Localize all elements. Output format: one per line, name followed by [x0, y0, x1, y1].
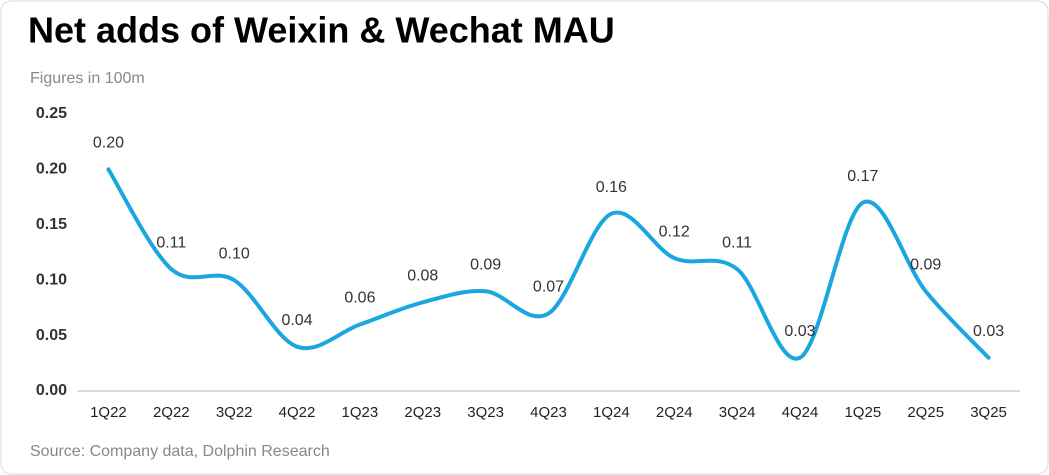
y-tick-label: 0.20	[36, 161, 67, 178]
data-label: 0.04	[281, 312, 312, 329]
source: Source: Company data, Dolphin Research	[30, 443, 330, 460]
data-label: 0.07	[533, 279, 564, 296]
x-tick-label: 3Q22	[216, 404, 253, 421]
x-tick-label: 1Q25	[844, 404, 881, 421]
data-label: 0.06	[344, 290, 375, 307]
data-label: 0.16	[596, 179, 627, 196]
x-tick-label: 1Q22	[90, 404, 127, 421]
data-label: 0.12	[659, 223, 690, 240]
x-tick-label: 3Q24	[719, 404, 756, 421]
x-tick-label: 2Q22	[153, 404, 190, 421]
x-tick-label: 3Q25	[970, 404, 1007, 421]
x-tick-label: 4Q22	[279, 404, 316, 421]
x-tick-label: 4Q24	[782, 404, 819, 421]
line	[106, 167, 991, 361]
data-label: 0.20	[93, 135, 124, 152]
x-tick-label: 2Q23	[404, 404, 441, 421]
data-label: 0.09	[470, 256, 501, 273]
x-tick-label: 1Q23	[342, 404, 379, 421]
x-tick-label: 4Q23	[530, 404, 567, 421]
x-tick-label: 3Q23	[467, 404, 504, 421]
y-tick-label: 0.25	[36, 105, 67, 122]
subtitle: Figures in 100m	[30, 70, 145, 87]
y-tick-label: 0.00	[36, 382, 67, 399]
data-label: 0.09	[910, 256, 941, 273]
data-label: 0.03	[973, 323, 1004, 340]
data-label: 0.10	[219, 245, 250, 262]
chart-title: Net adds of Weixin & Wechat MAU	[28, 10, 615, 51]
data-label: 0.11	[722, 234, 752, 251]
y-tick-label: 0.05	[36, 327, 67, 344]
y-tick-label: 0.15	[36, 216, 67, 233]
data-label: 0.17	[847, 168, 878, 185]
data-label: 0.03	[784, 323, 815, 340]
x-tick-label: 1Q24	[593, 404, 630, 421]
x-tick-label: 2Q25	[907, 404, 944, 421]
x-tick-label: 2Q24	[656, 404, 693, 421]
y-tick-label: 0.10	[36, 271, 67, 288]
data-label: 0.11	[156, 234, 186, 251]
data-label: 0.08	[407, 268, 438, 285]
